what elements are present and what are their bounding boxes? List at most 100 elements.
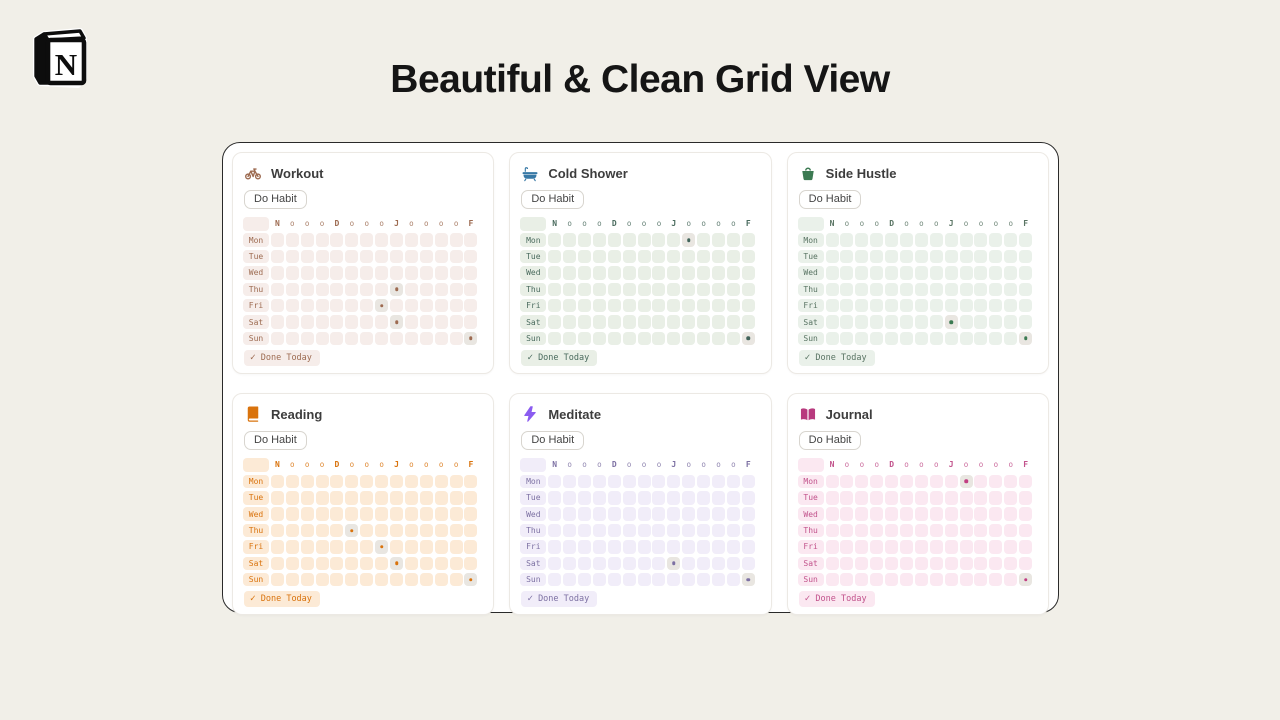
habit-cell <box>449 572 463 587</box>
habit-cell <box>855 298 869 313</box>
do-habit-button[interactable]: Do Habit <box>798 190 862 209</box>
habit-cell <box>637 298 651 313</box>
habit-cell <box>390 331 404 346</box>
habit-cell <box>464 491 478 505</box>
habit-cell <box>464 572 478 587</box>
habit-cell <box>548 266 562 280</box>
habit-cell <box>741 523 755 538</box>
done-today-checkbox[interactable]: ✓ Done Today <box>244 350 320 367</box>
habit-cell <box>840 233 854 247</box>
habit-cell <box>592 572 606 587</box>
day-label: Wed <box>520 266 547 280</box>
habit-cell <box>270 331 284 346</box>
card-title: Workout <box>271 165 324 181</box>
habit-cell <box>914 572 928 587</box>
check-icon: ✓ <box>804 593 811 605</box>
habit-cell <box>622 233 636 247</box>
week-marker: o <box>597 219 602 229</box>
week-marker: o <box>656 460 662 470</box>
week-marker: o <box>656 219 662 229</box>
habit-cell <box>563 474 577 489</box>
do-habit-button[interactable]: Do Habit <box>798 431 862 451</box>
card-title: Meditate <box>548 406 602 422</box>
habit-cell <box>855 540 869 554</box>
done-dot-icon <box>394 287 399 292</box>
habit-cell <box>959 523 973 538</box>
habit-cell <box>622 556 636 571</box>
habit-cell <box>419 233 433 247</box>
habit-cell <box>330 507 344 521</box>
habit-cell <box>563 282 577 297</box>
done-today-checkbox[interactable]: ✓ Done Today <box>521 591 598 608</box>
do-habit-button[interactable]: Do Habit <box>244 431 307 451</box>
habit-cell <box>375 474 389 489</box>
habit-cell <box>270 266 284 280</box>
habit-cell <box>726 540 740 554</box>
habit-cell <box>419 474 433 489</box>
habit-cell <box>404 331 418 346</box>
do-habit-button[interactable]: Do Habit <box>521 431 585 451</box>
habit-cell <box>825 507 839 521</box>
habit-cell <box>1019 315 1033 329</box>
do-habit-button[interactable]: Do Habit <box>521 190 585 209</box>
habit-cell <box>285 282 299 297</box>
habit-cell <box>637 233 651 247</box>
month-label: D <box>611 460 617 470</box>
habit-cell <box>300 540 314 554</box>
week-marker: o <box>904 219 909 229</box>
habit-cell <box>285 540 299 554</box>
habit-cell <box>360 282 374 297</box>
habit-cell <box>667 315 681 329</box>
habit-cell <box>989 298 1003 313</box>
do-habit-button[interactable]: Do Habit <box>244 190 307 209</box>
habit-cell <box>548 523 562 538</box>
habit-cell <box>726 266 740 280</box>
week-marker: o <box>319 460 325 470</box>
habit-cell <box>285 474 299 489</box>
habit-cell <box>1004 491 1018 505</box>
svg-text:N: N <box>55 47 77 82</box>
done-today-checkbox[interactable]: ✓ Done Today <box>798 350 875 367</box>
week-marker: o <box>438 460 444 470</box>
habit-cell <box>885 507 899 521</box>
habit-cell <box>360 572 374 587</box>
habit-cell <box>300 572 314 587</box>
day-label: Sat <box>797 556 824 571</box>
habit-cell <box>855 556 869 571</box>
habit-cell <box>1004 523 1018 538</box>
habit-cell <box>637 507 651 521</box>
done-today-checkbox[interactable]: ✓ Done Today <box>244 591 320 608</box>
habit-cell <box>944 540 958 554</box>
done-today-checkbox[interactable]: ✓ Done Today <box>798 591 875 608</box>
card-header: Meditate <box>521 405 760 423</box>
habit-cell <box>825 540 839 554</box>
habit-cell <box>404 266 418 280</box>
week-marker: o <box>424 460 429 470</box>
habit-cell <box>578 491 591 505</box>
habit-cell <box>404 249 418 264</box>
habit-cell <box>360 474 374 489</box>
day-label: Mon <box>243 233 269 247</box>
habit-cell <box>974 298 988 313</box>
habit-cell <box>840 266 854 280</box>
habit-cell <box>622 540 636 554</box>
habit-cell <box>1004 315 1018 329</box>
habit-cell <box>914 540 928 554</box>
habit-cell <box>548 249 562 264</box>
habit-cell <box>652 507 666 521</box>
habit-cell <box>825 474 839 489</box>
habit-cell <box>300 266 314 280</box>
habit-cell <box>652 249 666 264</box>
habit-cell <box>622 491 636 505</box>
habit-cell <box>741 266 755 280</box>
habit-cell <box>712 491 726 505</box>
habit-cell <box>741 572 755 587</box>
week-marker: o <box>641 219 647 229</box>
habit-cell <box>360 523 374 538</box>
done-today-checkbox[interactable]: ✓ Done Today <box>521 350 598 367</box>
habit-cell <box>667 507 681 521</box>
habit-cell <box>622 523 636 538</box>
habit-cell <box>330 491 344 505</box>
habit-cell <box>929 233 943 247</box>
habit-cell <box>419 523 433 538</box>
